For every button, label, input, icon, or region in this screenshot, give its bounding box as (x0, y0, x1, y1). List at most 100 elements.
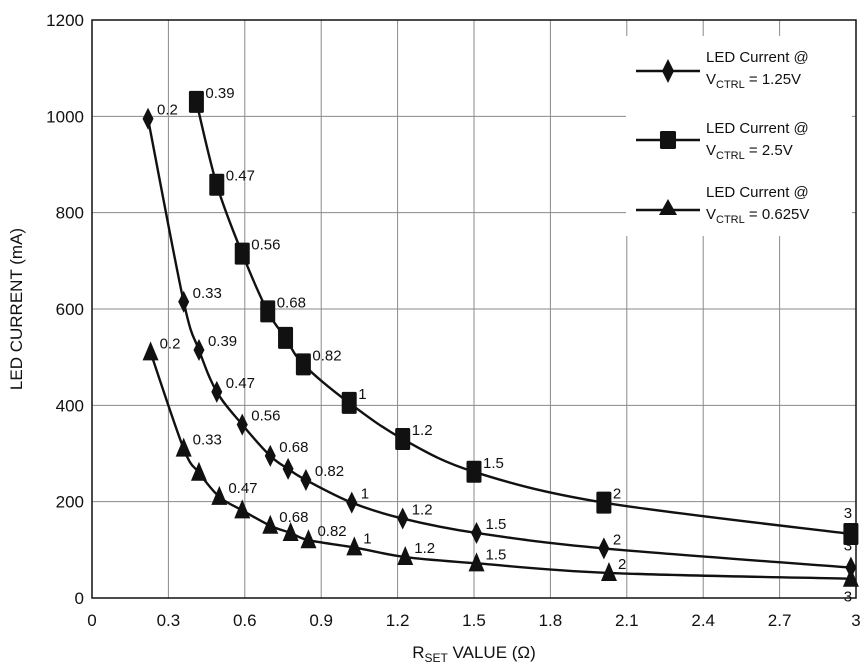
series-line-square (195, 101, 852, 536)
point-label: 0.39 (205, 85, 234, 102)
legend-2.5v-rest: = 2.5V (745, 142, 793, 159)
x-axis-title-main: R (412, 643, 424, 662)
point-triangle (346, 536, 363, 556)
point-diamond (598, 537, 610, 560)
y-tick-label: 800 (56, 204, 84, 223)
point-square (341, 391, 357, 414)
legend-label-1.25v-line1: LED Current @ (706, 49, 809, 66)
legend-marker-triangle (659, 199, 677, 215)
point-label: 3 (844, 538, 852, 555)
point-label: 1.2 (412, 502, 433, 519)
y-tick-label: 200 (56, 493, 84, 512)
y-tick-label: 0 (75, 589, 84, 608)
y-tick-label: 400 (56, 396, 84, 415)
point-diamond (178, 290, 190, 313)
x-tick-label: 3 (851, 611, 860, 630)
point-label: 1.5 (483, 455, 504, 472)
point-label: 1 (358, 386, 366, 403)
tick-labels: 0 0.3 0.6 0.9 1.2 1.5 1.8 2.1 2.4 2.7 3 0 200 400 600 8… (46, 11, 861, 630)
series-square (188, 90, 859, 545)
point-triangle (300, 529, 317, 549)
point-square (295, 353, 311, 376)
legend-0.625v-rest: = 0.625V (745, 206, 810, 223)
point-triangle (142, 341, 159, 361)
plot-frame (91, 19, 857, 599)
point-triangle (397, 546, 414, 566)
series-group (142, 90, 859, 587)
point-label: 0.33 (193, 432, 222, 449)
point-label: 3 (844, 589, 852, 606)
x-tick-label: 1.8 (539, 611, 563, 630)
point-diamond (264, 444, 276, 467)
y-tick-label: 1000 (46, 107, 84, 126)
point-label: 2 (618, 556, 626, 573)
legend-1.25v-v: V (706, 71, 716, 88)
point-diamond (142, 107, 154, 130)
point-diamond (193, 338, 205, 361)
legend-1.25v-rest: = 1.25V (745, 71, 801, 88)
point-label: 1.2 (412, 422, 433, 439)
legend-label-0.625v-line2: VCTRL = 0.625V (706, 206, 809, 226)
point-triangle (190, 461, 207, 481)
point-label: 0.47 (226, 168, 255, 185)
legend-2.5v-v: V (706, 142, 716, 159)
point-diamond (236, 413, 248, 436)
point-diamond (300, 468, 312, 491)
point-label: 0.39 (208, 333, 237, 350)
legend-2.5v-sub: CTRL (716, 150, 745, 162)
x-tick-label: 0 (87, 611, 96, 630)
y-tick-label: 600 (56, 300, 84, 319)
point-square (234, 242, 250, 265)
legend: LED Current @ VCTRL = 1.25V LED Current … (626, 36, 852, 236)
point-triangle (282, 521, 299, 541)
legend-0.625v-v: V (706, 206, 716, 223)
point-diamond (845, 556, 857, 579)
x-tick-label: 2.7 (768, 611, 792, 630)
point-label: 0.2 (160, 335, 181, 352)
point-label: 0.33 (193, 285, 222, 302)
point-triangle (600, 561, 617, 581)
x-axis-title-rest: VALUE (Ω) (448, 643, 536, 662)
x-tick-label: 1.2 (386, 611, 410, 630)
point-diamond (471, 521, 483, 544)
point-diamond (282, 457, 294, 480)
x-axis-title-sub: SET (424, 651, 448, 665)
point-square (188, 90, 204, 113)
legend-0.625v-sub: CTRL (716, 214, 745, 226)
x-tick-label: 2.1 (615, 611, 639, 630)
x-tick-label: 1.5 (462, 611, 486, 630)
point-triangle (468, 552, 485, 572)
point-label: 1.5 (486, 546, 507, 563)
legend-marker-diamond (662, 59, 674, 83)
point-square (260, 300, 276, 323)
point-label: 3 (844, 505, 852, 522)
legend-label-2.5v-line1: LED Current @ (706, 120, 809, 137)
legend-label-0.625v-line1: LED Current @ (706, 184, 809, 201)
point-label: 1 (361, 486, 369, 503)
point-label: 0.68 (279, 509, 308, 526)
point-diamond (346, 491, 358, 514)
point-label: 1.2 (414, 540, 435, 557)
point-triangle (262, 514, 279, 534)
point-label: 0.82 (312, 347, 341, 364)
point-square (466, 460, 482, 483)
point-triangle (234, 499, 251, 519)
point-label: 1 (363, 530, 371, 547)
point-triangle (175, 437, 192, 457)
point-label: 2 (613, 531, 621, 548)
point-diamond (211, 380, 223, 403)
point-square (278, 326, 294, 349)
point-square (596, 491, 612, 514)
point-square (843, 522, 859, 545)
series-diamond (142, 107, 857, 579)
x-tick-label: 0.3 (157, 611, 181, 630)
legend-marker-square (660, 131, 676, 149)
point-labels: 0.2 0.33 0.39 0.47 0.56 0.68 0.82 1 1.2 1.5 2 3 0.39… (157, 85, 852, 606)
point-label: 0.47 (228, 480, 257, 497)
x-axis-title: RSET VALUE (Ω) (412, 643, 536, 665)
legend-label-2.5v-line2: VCTRL = 2.5V (706, 142, 793, 162)
point-label: 0.82 (315, 463, 344, 480)
legend-label-1.25v-line2: VCTRL = 1.25V (706, 71, 801, 91)
point-label: 1.5 (486, 516, 507, 533)
